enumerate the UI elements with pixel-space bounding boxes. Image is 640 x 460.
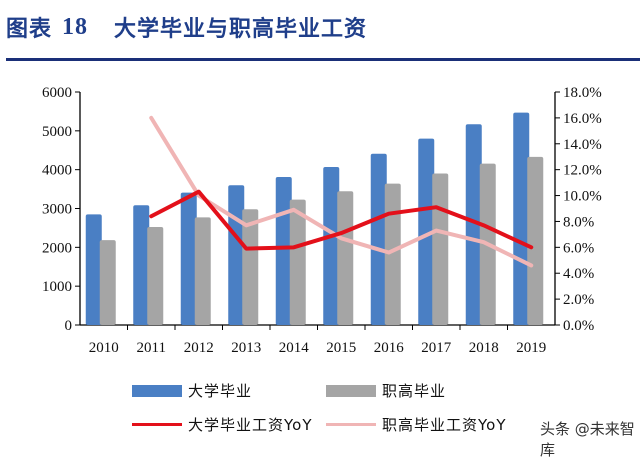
x-axis-tick-label: 2011 (137, 340, 166, 356)
right-axis-tick-label: 2.0% (563, 292, 594, 308)
x-axis-tick-label: 2018 (469, 340, 499, 356)
right-axis-tick-label: 16.0% (563, 111, 602, 127)
right-axis-tick-label: 6.0% (563, 240, 594, 256)
left-axis-tick-label: 0 (65, 318, 73, 334)
bar-vocational (147, 226, 164, 325)
right-axis-tick-label: 18.0% (563, 85, 602, 101)
bar-vocational (289, 199, 306, 325)
x-axis-tick-label: 2013 (231, 340, 261, 356)
left-axis-tick-label: 4000 (42, 163, 72, 179)
left-axis-tick-label: 3000 (42, 202, 72, 218)
left-axis-tick-label: 6000 (42, 85, 72, 101)
bar-college (370, 153, 387, 325)
right-axis-tick-label: 4.0% (563, 266, 594, 282)
combo-chart: 0 1000 2000 3000 4000 5000 6000 0.0% 2.0% 4.0% 6.0… (42, 85, 602, 356)
bar-college (418, 138, 435, 325)
bar-vocational (242, 209, 259, 325)
left-axis-tick-label: 5000 (42, 124, 72, 140)
bar-college (228, 185, 245, 325)
watermark: 头条 @未来智库 (540, 418, 640, 460)
line-vocational-yoy (149, 115, 534, 268)
bar-college (180, 192, 197, 325)
bar-vocational (337, 191, 354, 325)
figure-number: 18 (62, 13, 89, 40)
bar-vocational (99, 240, 116, 325)
bar-vocational (384, 183, 401, 325)
bar-college (275, 177, 292, 325)
bar-college (513, 112, 530, 325)
x-axis-tick-label: 2010 (89, 340, 119, 356)
bar-college (323, 166, 340, 325)
bar-college (465, 124, 482, 326)
bar-college (133, 205, 150, 325)
x-axis-tick-label: 2019 (516, 340, 546, 356)
right-axis-tick-label: 8.0% (563, 214, 594, 230)
bar-college (85, 214, 102, 325)
bar-vocational (432, 173, 449, 325)
x-axis-tick-label: 2014 (279, 340, 310, 356)
x-axis-tick-label: 2017 (421, 340, 452, 356)
left-axis-tick-label: 2000 (42, 240, 72, 256)
x-axis-tick-label: 2016 (374, 340, 405, 356)
line-college-yoy (149, 189, 534, 251)
right-axis-tick-label: 12.0% (563, 163, 602, 179)
left-axis-tick-label: 1000 (42, 279, 72, 295)
right-axis-tick-label: 0.0% (563, 318, 594, 334)
x-axis-tick-label: 2012 (184, 340, 214, 356)
figure-title: 图表 18 大学毕业与职高毕业工资 (6, 10, 367, 44)
title-divider (6, 58, 640, 61)
x-axis-tick-label: 2015 (326, 340, 356, 356)
chart-title: 大学毕业与职高毕业工资 (114, 17, 368, 42)
figure-label: 图表 (6, 17, 53, 42)
right-axis-tick-label: 14.0% (563, 137, 602, 153)
right-axis-tick-label: 10.0% (563, 189, 602, 205)
bar-vocational (527, 156, 544, 325)
bar-vocational (194, 217, 211, 325)
